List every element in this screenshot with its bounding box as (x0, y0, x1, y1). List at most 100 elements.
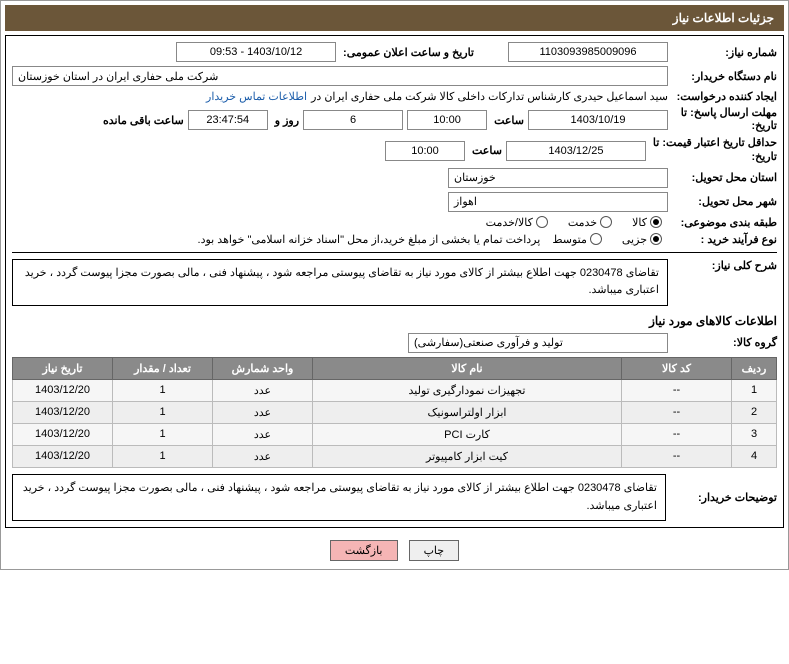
radio-kala[interactable]: کالا (632, 216, 662, 229)
purchase-radio-group: جزیی متوسط (552, 233, 662, 246)
table-cell: ابزار اولتراسونیک (313, 401, 622, 423)
purchase-note: پرداخت تمام یا بخشی از مبلغ خرید،از محل … (198, 233, 541, 246)
buyer-notes-label: توضیحات خریدار: (672, 474, 777, 521)
radio-dot-icon (600, 216, 612, 228)
brief-label: شرح کلی نیاز: (672, 259, 777, 272)
days-label: روز و (272, 114, 299, 127)
main-container: جزئیات اطلاعات نیاز شماره نیاز: 11030939… (0, 0, 789, 570)
validity-time-field: 10:00 (385, 141, 465, 161)
table-cell: 1 (113, 401, 213, 423)
table-cell: 1 (113, 379, 213, 401)
radio-jozi[interactable]: جزیی (622, 233, 662, 246)
button-bar: چاپ بازگشت (5, 532, 784, 565)
clock-label-1: ساعت (491, 114, 524, 127)
validity-label-2: تاریخ: (751, 151, 777, 163)
subject-radio-group: کالا خدمت کالا/خدمت (486, 216, 662, 229)
table-cell: عدد (213, 401, 313, 423)
table-row: 1--تجهیزات نمودارگیری تولیدعدد11403/12/2… (13, 379, 777, 401)
validity-date-field: 1403/12/25 (506, 141, 646, 161)
need-no-label: شماره نیاز: (672, 46, 777, 59)
row-requester: ایجاد کننده درخواست: سید اسماعیل حیدری ک… (12, 90, 777, 103)
table-cell: عدد (213, 423, 313, 445)
th-unit: واحد شمارش (213, 357, 313, 379)
row-deadline: مهلت ارسال پاسخ: تا تاریخ: 1403/10/19 سا… (12, 107, 777, 133)
row-buyer-notes: توضیحات خریدار: تقاضای 0230478 جهت اطلاع… (12, 474, 777, 521)
table-cell: 1 (113, 423, 213, 445)
city-field: اهواز (448, 192, 668, 212)
announce-field: 1403/10/12 - 09:53 (176, 42, 336, 62)
radio-motavaset[interactable]: متوسط (552, 233, 602, 246)
deadline-label-1: مهلت ارسال پاسخ: تا (681, 107, 777, 119)
days-field: 6 (303, 110, 403, 130)
deadline-time-field: 10:00 (407, 110, 487, 130)
th-date: تاریخ نیاز (13, 357, 113, 379)
radio-dot-icon (650, 216, 662, 228)
table-cell: 1403/12/20 (13, 445, 113, 467)
radio-khadamat[interactable]: خدمت (568, 216, 612, 229)
items-title: اطلاعات کالاهای مورد نیاز (12, 314, 777, 328)
table-row: 4--کیت ابزار کامپیوترعدد11403/12/20 (13, 445, 777, 467)
content-box: شماره نیاز: 1103093985009096 تاریخ و ساع… (5, 35, 784, 528)
buyer-org-label: نام دستگاه خریدار: (672, 70, 777, 83)
requester-label: ایجاد کننده درخواست: (672, 90, 777, 103)
table-cell: 2 (732, 401, 777, 423)
table-cell: 1403/12/20 (13, 379, 113, 401)
items-table: ردیف کد کالا نام کالا واحد شمارش تعداد /… (12, 357, 777, 468)
page-title: جزئیات اطلاعات نیاز (673, 11, 774, 25)
radio-khadamat-label: خدمت (568, 216, 597, 229)
group-label: گروه کالا: (672, 336, 777, 349)
radio-kala-khadamat[interactable]: کالا/خدمت (486, 216, 548, 229)
table-row: 3--کارت PCIعدد11403/12/20 (13, 423, 777, 445)
remaining-label: ساعت باقی مانده (100, 114, 184, 127)
table-cell: 1403/12/20 (13, 423, 113, 445)
row-city: شهر محل تحویل: اهواز (12, 192, 777, 212)
row-purchase-type: نوع فرآیند خرید : جزیی متوسط پرداخت تمام… (12, 233, 777, 246)
buyer-org-field: شرکت ملی حفاری ایران در استان خوزستان (12, 66, 668, 86)
table-cell: کیت ابزار کامپیوتر (313, 445, 622, 467)
table-cell: 1 (113, 445, 213, 467)
radio-dot-icon (590, 233, 602, 245)
radio-kala-khadamat-label: کالا/خدمت (486, 216, 533, 229)
th-name: نام کالا (313, 357, 622, 379)
table-cell: عدد (213, 379, 313, 401)
row-subject-class: طبقه بندی موضوعی: کالا خدمت کالا/خدمت (12, 216, 777, 229)
row-group: گروه کالا: تولید و فرآوری صنعتی(سفارشی) (12, 333, 777, 353)
brief-box: تقاضای 0230478 جهت اطلاع بیشتر از کالای … (12, 259, 668, 306)
table-cell: عدد (213, 445, 313, 467)
deadline-label-2: تاریخ: (751, 120, 777, 132)
table-cell: -- (622, 423, 732, 445)
purchase-type-label: نوع فرآیند خرید : (672, 233, 777, 246)
th-row: ردیف (732, 357, 777, 379)
need-no-field: 1103093985009096 (508, 42, 668, 62)
radio-motavaset-label: متوسط (552, 233, 587, 246)
announce-label: تاریخ و ساعت اعلان عمومی: (340, 46, 474, 59)
back-button[interactable]: بازگشت (330, 540, 398, 561)
th-qty: تعداد / مقدار (113, 357, 213, 379)
radio-jozi-label: جزیی (622, 233, 647, 246)
table-cell: 4 (732, 445, 777, 467)
radio-dot-icon (650, 233, 662, 245)
province-label: استان محل تحویل: (672, 171, 777, 184)
page-header: جزئیات اطلاعات نیاز (5, 5, 784, 31)
table-cell: 1 (732, 379, 777, 401)
contact-link[interactable]: اطلاعات تماس خریدار (206, 90, 307, 103)
clock-label-2: ساعت (469, 144, 502, 157)
requester-text: سید اسماعیل حیدری کارشناس تدارکات داخلی … (311, 90, 668, 103)
row-need-no: شماره نیاز: 1103093985009096 تاریخ و ساع… (12, 42, 777, 62)
print-button[interactable]: چاپ (409, 540, 460, 561)
deadline-date-field: 1403/10/19 (528, 110, 668, 130)
row-brief: شرح کلی نیاز: تقاضای 0230478 جهت اطلاع ب… (12, 259, 777, 306)
deadline-label: مهلت ارسال پاسخ: تا تاریخ: (672, 107, 777, 133)
row-province: استان محل تحویل: خوزستان (12, 168, 777, 188)
table-cell: -- (622, 445, 732, 467)
countdown-field: 23:47:54 (188, 110, 268, 130)
validity-label: حداقل تاریخ اعتبار قیمت: تا تاریخ: (650, 137, 777, 163)
buyer-notes-box: تقاضای 0230478 جهت اطلاع بیشتر از کالای … (12, 474, 666, 521)
group-field: تولید و فرآوری صنعتی(سفارشی) (408, 333, 668, 353)
table-cell: کارت PCI (313, 423, 622, 445)
radio-kala-label: کالا (632, 216, 647, 229)
row-buyer-org: نام دستگاه خریدار: شرکت ملی حفاری ایران … (12, 66, 777, 86)
table-cell: تجهیزات نمودارگیری تولید (313, 379, 622, 401)
radio-dot-icon (536, 216, 548, 228)
table-cell: -- (622, 401, 732, 423)
